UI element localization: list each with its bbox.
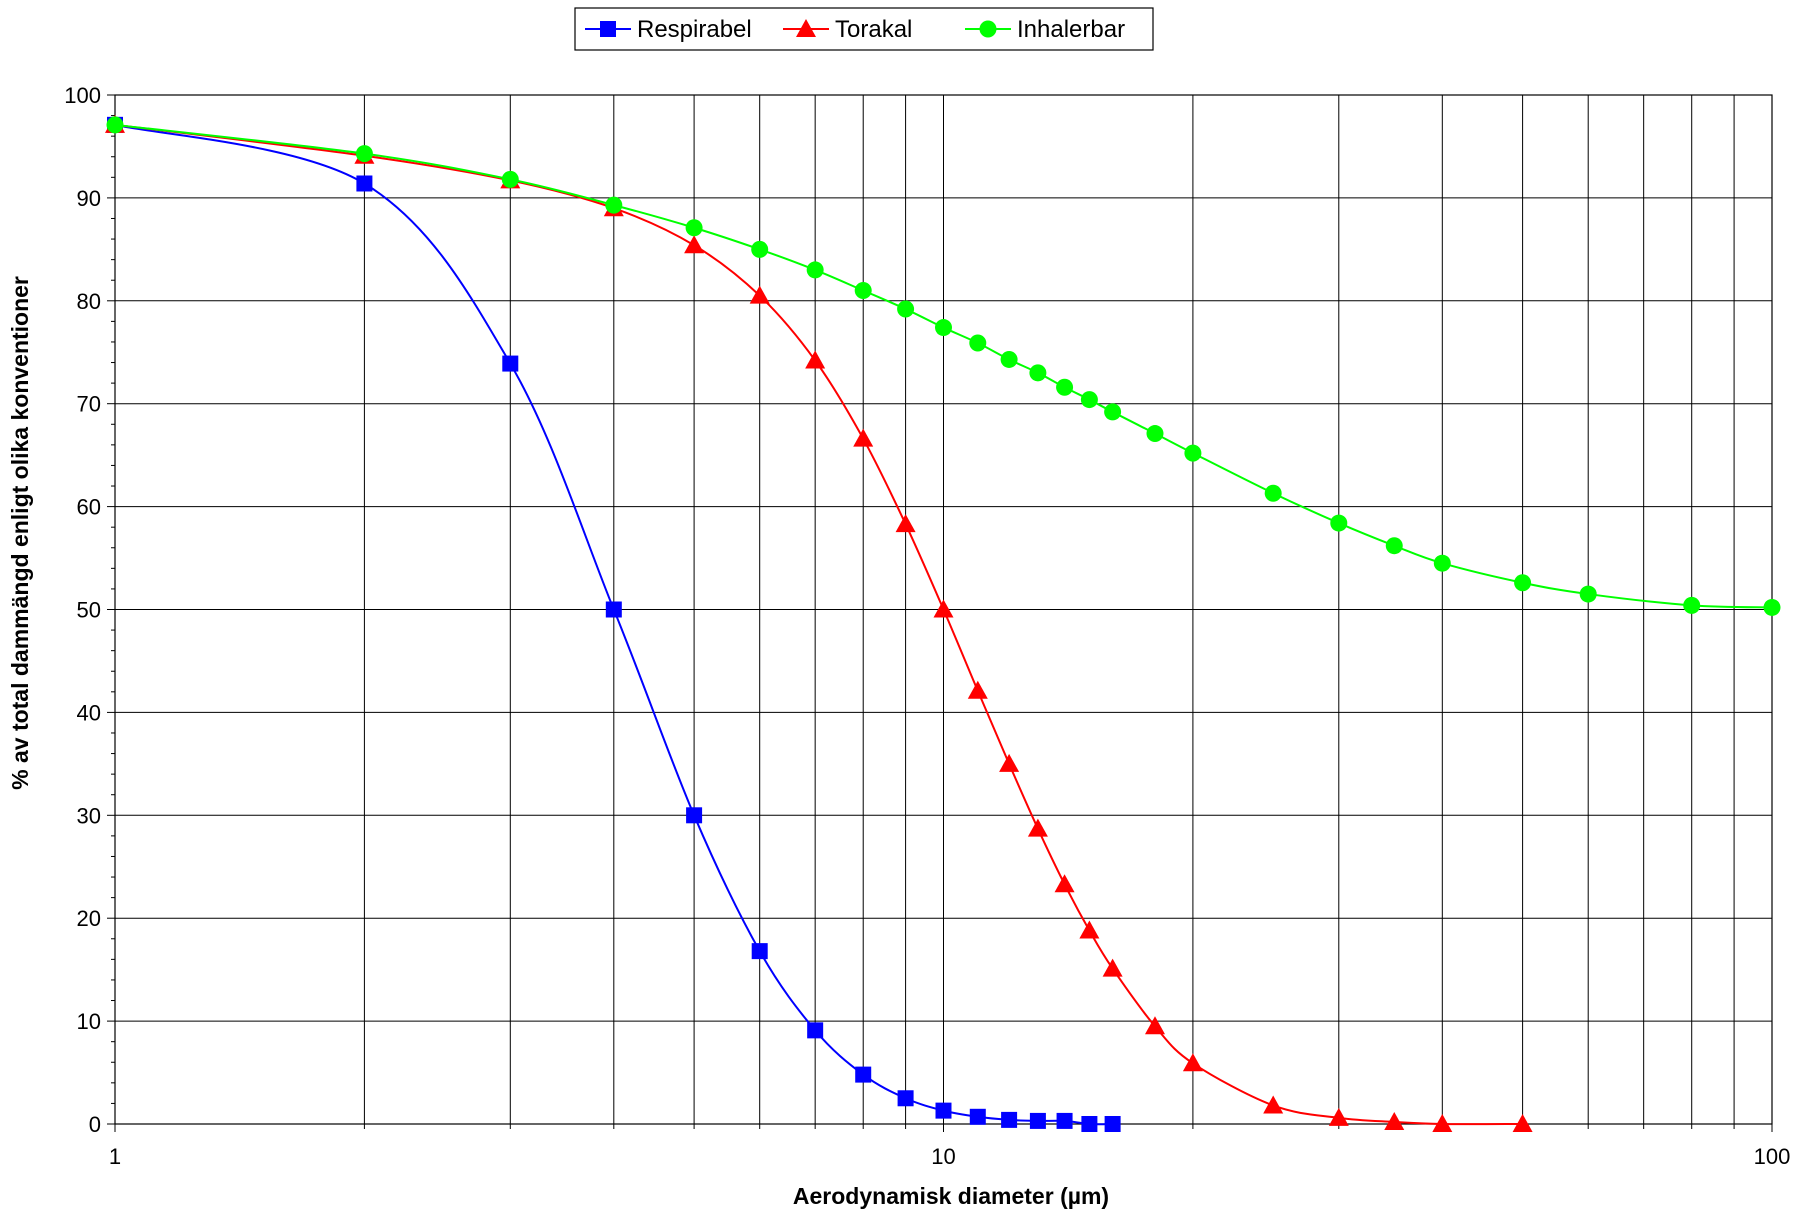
data-point-torakal — [1512, 1114, 1533, 1132]
data-point-torakal — [853, 428, 874, 447]
data-point-respirabel — [1001, 1111, 1018, 1128]
y-tick-label: 80 — [77, 289, 101, 314]
data-point-torakal — [1432, 1114, 1453, 1132]
data-point-respirabel — [1029, 1112, 1046, 1129]
data-point-torakal — [684, 235, 705, 254]
y-tick-label: 60 — [77, 495, 101, 520]
data-point-torakal — [1079, 920, 1100, 939]
legend-box — [574, 7, 1154, 51]
y-tick-label: 50 — [77, 598, 101, 623]
data-point-respirabel — [897, 1090, 914, 1107]
data-point-torakal — [1054, 874, 1075, 893]
data-point-torakal — [1182, 1053, 1203, 1072]
data-point-torakal — [967, 680, 988, 699]
y-tick-label: 10 — [77, 1009, 101, 1034]
data-point-inhalerbar — [1683, 596, 1701, 614]
data-point-inhalerbar — [897, 300, 915, 318]
y-tick-label: 30 — [77, 803, 101, 828]
data-point-inhalerbar — [751, 240, 769, 258]
data-point-torakal — [1144, 1016, 1165, 1035]
data-point-respirabel — [855, 1066, 872, 1083]
data-point-inhalerbar — [1146, 425, 1164, 443]
data-point-respirabel — [686, 807, 703, 824]
data-point-torakal — [1328, 1107, 1349, 1126]
series-layer — [105, 114, 1781, 1132]
data-point-inhalerbar — [1433, 554, 1451, 572]
data-point-torakal — [1102, 958, 1123, 977]
data-point-torakal — [749, 285, 770, 304]
data-point-inhalerbar — [854, 282, 872, 300]
data-point-torakal — [895, 514, 916, 533]
series-respirabel — [107, 116, 1121, 1132]
data-point-inhalerbar — [1763, 598, 1781, 616]
data-point-inhalerbar — [1579, 585, 1597, 603]
data-point-inhalerbar — [605, 196, 623, 214]
data-point-inhalerbar — [1000, 350, 1018, 368]
data-point-inhalerbar — [1056, 378, 1074, 396]
data-point-respirabel — [969, 1108, 986, 1125]
data-point-inhalerbar — [806, 261, 824, 279]
y-tick-label: 100 — [64, 83, 101, 108]
x-tick-label: 1 — [109, 1144, 121, 1169]
data-point-inhalerbar — [1330, 514, 1348, 532]
data-point-inhalerbar — [1104, 403, 1122, 421]
data-point-torakal — [933, 599, 954, 618]
data-point-inhalerbar — [355, 145, 373, 163]
data-point-respirabel — [935, 1102, 952, 1119]
data-point-inhalerbar — [969, 334, 987, 352]
data-point-respirabel — [1081, 1116, 1098, 1132]
data-point-respirabel — [356, 175, 373, 192]
series-inhalerbar — [106, 116, 1781, 616]
y-tick-label: 90 — [77, 186, 101, 211]
legend: Respirabel Torakal Inhalerbar — [574, 7, 1154, 51]
data-point-respirabel — [807, 1022, 824, 1039]
legend-marker-inhalerbar — [979, 20, 997, 38]
y-tick-label: 70 — [77, 392, 101, 417]
legend-marker-respirabel — [600, 21, 616, 37]
data-point-inhalerbar — [1514, 574, 1532, 592]
data-point-torakal — [1384, 1111, 1405, 1130]
data-point-inhalerbar — [1264, 484, 1282, 502]
legend-label-torakal: Torakal — [835, 16, 912, 43]
y-tick-label: 20 — [77, 906, 101, 931]
data-point-inhalerbar — [1029, 364, 1047, 382]
x-axis-title: Aerodynamisk diameter (µm) — [793, 1183, 1109, 1209]
data-point-inhalerbar — [685, 219, 703, 237]
y-axis-title: % av total dammängd enligt olika konvent… — [7, 276, 33, 790]
data-point-torakal — [805, 350, 826, 369]
data-point-inhalerbar — [1184, 444, 1202, 462]
x-tick-label: 100 — [1754, 1144, 1791, 1169]
data-point-respirabel — [751, 943, 768, 960]
x-tick-label: 10 — [931, 1144, 955, 1169]
data-point-respirabel — [502, 355, 519, 372]
legend-marker-torakal — [796, 19, 816, 37]
data-point-respirabel — [605, 601, 622, 618]
data-point-respirabel — [1104, 1116, 1121, 1132]
data-point-torakal — [999, 753, 1020, 772]
data-point-inhalerbar — [501, 170, 519, 188]
legend-label-respirabel: Respirabel — [637, 16, 752, 43]
y-tick-label: 0 — [89, 1112, 101, 1137]
data-point-inhalerbar — [106, 116, 124, 134]
legend-label-inhalerbar: Inhalerbar — [1017, 16, 1125, 43]
data-point-torakal — [1263, 1095, 1284, 1114]
data-point-inhalerbar — [1385, 537, 1403, 555]
data-point-inhalerbar — [935, 319, 952, 337]
data-point-inhalerbar — [1080, 391, 1098, 409]
data-point-torakal — [1027, 818, 1048, 837]
data-point-respirabel — [1056, 1112, 1073, 1129]
y-tick-label: 40 — [77, 700, 101, 725]
